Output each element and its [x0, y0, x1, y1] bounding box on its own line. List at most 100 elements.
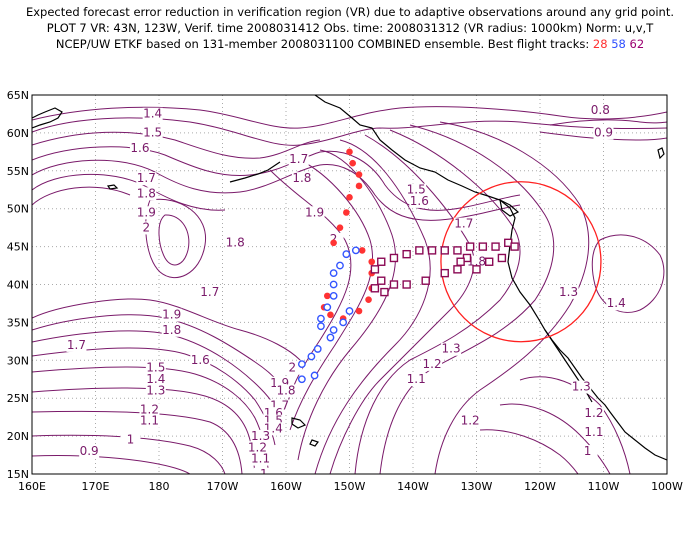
contour-value-label: 1.3 [146, 383, 165, 397]
contour-label-background [136, 172, 157, 186]
track-blue-marker [329, 291, 338, 300]
contour-value-label: 1.1 [584, 425, 603, 439]
track-blue-marker [336, 261, 344, 270]
contour-value-label: 1 [584, 444, 592, 458]
track-blue-marker [329, 269, 338, 278]
island-aleutian-1 [106, 184, 119, 190]
contour-line [32, 298, 301, 361]
y-tick-label: 30N [7, 354, 29, 367]
contour-label-background [606, 297, 627, 311]
track-purple-marker [491, 242, 500, 251]
x-tick-label: 150W [334, 480, 366, 493]
contour-label-background [590, 103, 611, 117]
track-red-marker [355, 307, 363, 315]
track-blue-marker [351, 246, 360, 255]
plot-frame [31, 94, 668, 475]
contour-label-background [79, 445, 100, 459]
contour-line [354, 129, 521, 474]
track-purple-marker [453, 265, 462, 274]
contour-value-label: 1.7 [137, 171, 156, 185]
track-blue-marker [345, 307, 354, 315]
y-tick-label: 20N [7, 430, 29, 443]
contour-value-label: 0.9 [80, 444, 99, 458]
contour-line [479, 429, 579, 474]
y-tick-label: 15N [7, 468, 29, 481]
x-tick-label: 170W [207, 480, 239, 493]
contour-label-background [145, 361, 166, 375]
track-purple-marker [389, 280, 399, 289]
y-tick-label: 50N [7, 203, 29, 216]
contour-label-background [142, 107, 163, 121]
contour-label-background [225, 236, 246, 250]
contour-line [434, 121, 590, 474]
contour-line [32, 434, 226, 474]
track-blue-marker [313, 345, 322, 353]
contour-value-label: 1.3 [251, 429, 270, 443]
contour-label-background [406, 183, 427, 197]
contour-label-background [142, 126, 163, 140]
track-red-marker [365, 296, 372, 303]
contour-label-background [583, 407, 604, 421]
track-red-marker [346, 194, 353, 201]
contour-label-background [406, 373, 427, 387]
contour-label-background [190, 354, 211, 368]
contour-value-label: 2 [142, 220, 150, 234]
contour-line [32, 186, 131, 206]
contour-line [32, 314, 286, 393]
contour-value-label: 1.7 [454, 217, 473, 231]
contour-label-background [250, 429, 271, 443]
track-blue-marker [310, 371, 319, 380]
contour-value-label: 0.8 [591, 103, 610, 117]
track-purple-marker [456, 257, 465, 266]
track-blue-marker [339, 318, 348, 327]
contour-label-background [571, 380, 592, 394]
y-tick-label: 35N [7, 316, 29, 329]
y-tick-label: 65N [7, 89, 29, 102]
y-tick-label: 55N [7, 165, 29, 178]
contour-label-background [323, 232, 344, 246]
contour-value-label: 1.6 [130, 141, 149, 155]
contour-value-label: 1.7 [200, 285, 219, 299]
island-hawaii [291, 417, 307, 429]
y-tick-label: 25N [7, 392, 29, 405]
y-tick-label: 60N [7, 127, 29, 140]
track-purple-marker [421, 276, 430, 285]
contour-line [32, 455, 191, 474]
coastline-north-america [314, 95, 667, 461]
contour-label-background [136, 206, 157, 220]
contour-value-label: 1.9 [137, 205, 156, 219]
track-label-red: 28 [592, 37, 608, 51]
x-tick-label: 140W [397, 480, 429, 493]
contour-value-label: 1.3 [559, 285, 578, 299]
x-axis-labels: 160E 170E 180 170W 160W 150W 140W 130W 120W 110W 1… [18, 480, 683, 493]
contour-label-background [120, 433, 141, 447]
contour-value-label: 1.3 [572, 380, 591, 394]
contour-value-label: 1.2 [140, 402, 159, 416]
track-red-marker [355, 171, 363, 178]
contour-value-label: 1.2 [248, 440, 267, 454]
contour-line [379, 124, 555, 474]
track-purple-marker [427, 246, 437, 255]
track-blue-marker [326, 333, 335, 342]
x-tick-label: 170E [82, 480, 110, 493]
contour-value-label: 1.8 [137, 186, 156, 200]
contour-value-label: 2 [330, 232, 338, 246]
contour-line [158, 214, 190, 266]
contour-value-label: 1.1 [140, 414, 159, 428]
contour-label-background [441, 342, 462, 356]
header-line-2: PLOT 7 VR: 43N, 123W, Verif. time 200803… [46, 21, 654, 35]
contour-value-label: 1.3 [442, 342, 461, 356]
contour-line [32, 410, 243, 474]
island-aleutian-2 [657, 147, 665, 160]
track-purple-marker [380, 287, 389, 297]
header-line-3-text: NCEP/UW ETKF based on 131-member 2008031… [55, 37, 590, 51]
track-purple-marker [497, 253, 507, 263]
track-red-marker [330, 239, 337, 247]
contour-label-background [145, 373, 166, 387]
y-tick-label: 45N [7, 241, 29, 254]
contour-label-background [466, 255, 487, 269]
track-red-marker [346, 148, 353, 156]
contour-label-background [136, 187, 157, 201]
header-line-1: Expected forecast error reduction in ver… [25, 5, 675, 19]
track-red-marker [327, 311, 334, 319]
